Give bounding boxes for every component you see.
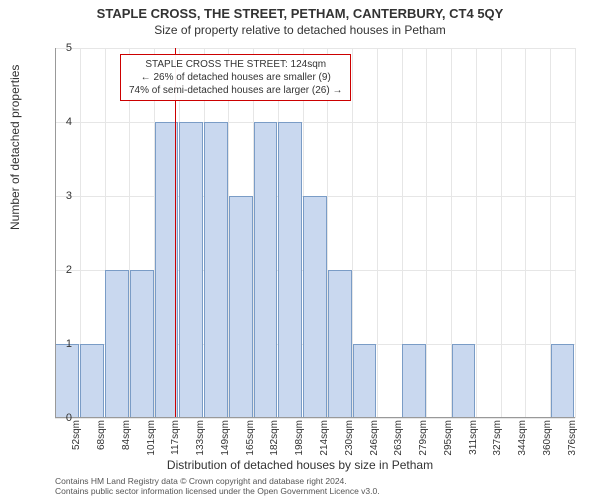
ytick-label: 4 [52,116,72,128]
bar [402,344,426,418]
xtick-label: 198sqm [294,420,305,456]
xtick-label: 68sqm [96,420,107,450]
bar [551,344,575,418]
xtick-label: 263sqm [393,420,404,456]
xtick-label: 311sqm [468,420,479,455]
x-axis-line [55,417,575,418]
ytick-label: 2 [52,264,72,276]
y-axis-label: Number of detached properties [8,65,22,230]
xtick-label: 149sqm [220,420,231,456]
xtick-label: 279sqm [418,420,429,456]
y-axis-line [55,48,56,418]
bar [254,122,278,418]
plot-area [55,48,575,418]
gridline-v [476,48,477,418]
annotation-line2: ← 26% of detached houses are smaller (9) [129,71,342,84]
annotation-line1: STAPLE CROSS THE STREET: 124sqm [129,58,342,71]
ytick-label: 1 [52,338,72,350]
gridline-v [501,48,502,418]
bar [353,344,377,418]
chart-title: STAPLE CROSS, THE STREET, PETHAM, CANTER… [0,0,600,21]
gridline-v [426,48,427,418]
xtick-label: 230sqm [344,420,355,456]
xtick-label: 101sqm [146,420,157,456]
ytick-label: 3 [52,190,72,202]
xtick-label: 52sqm [71,420,82,450]
xtick-label: 84sqm [121,420,132,450]
ytick-label: 0 [52,412,72,424]
footer-line2: Contains public sector information licen… [55,486,380,496]
bar [452,344,476,418]
gridline-v [575,48,576,418]
gridline-v [525,48,526,418]
gridline-h [55,418,575,419]
annotation-callout: STAPLE CROSS THE STREET: 124sqm ← 26% of… [120,54,351,101]
bar [80,344,104,418]
xtick-label: 246sqm [369,420,380,456]
xtick-label: 376sqm [567,420,578,456]
gridline-h [55,48,575,49]
bar [179,122,203,418]
xtick-label: 344sqm [517,420,528,456]
bar [328,270,352,418]
annotation-line3: 74% of semi-detached houses are larger (… [129,84,342,97]
xtick-label: 327sqm [492,420,503,456]
footer-line1: Contains HM Land Registry data © Crown c… [55,476,380,486]
xtick-label: 295sqm [443,420,454,456]
xtick-label: 360sqm [542,420,553,456]
x-axis-label: Distribution of detached houses by size … [0,458,600,472]
bar [204,122,228,418]
bar [303,196,327,418]
ytick-label: 5 [52,42,72,54]
xtick-label: 214sqm [319,420,330,456]
bar [278,122,302,418]
reference-marker-line [175,48,176,418]
xtick-label: 133sqm [195,420,206,456]
footer-attribution: Contains HM Land Registry data © Crown c… [55,476,380,496]
bar [130,270,154,418]
xtick-label: 182sqm [269,420,280,456]
bar [105,270,129,418]
bar [55,344,79,418]
gridline-h [55,122,575,123]
xtick-label: 117sqm [170,420,181,455]
chart-subtitle: Size of property relative to detached ho… [0,21,600,37]
gridline-v [377,48,378,418]
xtick-label: 165sqm [245,420,256,456]
bar [229,196,253,418]
